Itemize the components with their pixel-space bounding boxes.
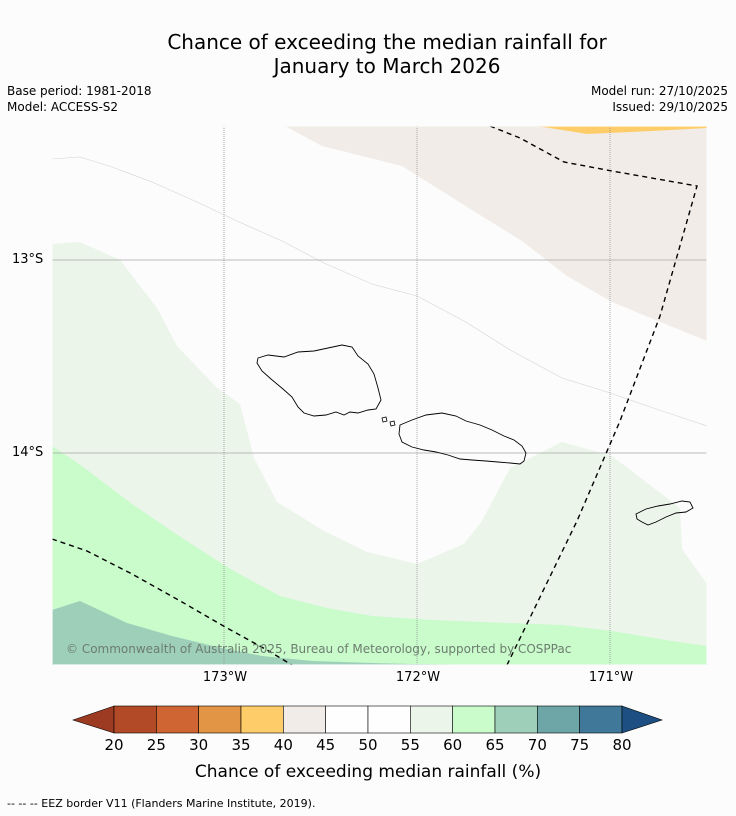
- lon-label-173w: 173°W: [202, 670, 248, 685]
- colorbar-tick-70: 70: [527, 736, 547, 754]
- lat-label-13s: 13°S: [12, 252, 44, 267]
- island-upolu: [398, 412, 527, 465]
- zone-65-70: [52, 601, 457, 665]
- colorbar-cell-35-40: [240, 705, 284, 734]
- colorbar-tick-65: 65: [485, 736, 505, 754]
- colorbar-under-triangle: [72, 705, 115, 734]
- zone-40-45: [285, 126, 707, 341]
- map-frame: [52, 126, 707, 665]
- colorbar-cell-60-65: [452, 705, 496, 734]
- colorbar-tick-25: 25: [146, 736, 166, 754]
- colorbar-tick-45: 45: [316, 736, 336, 754]
- colorbar-cell-20-25: [113, 705, 157, 734]
- colorbar-tick-40: 40: [273, 736, 293, 754]
- colorbar-over-triangle: [621, 705, 663, 734]
- eez-footnote: -- -- -- EEZ border V11 (Flanders Marine…: [7, 797, 316, 810]
- colorbar-tick-55: 55: [400, 736, 420, 754]
- title-line-1: Chance of exceeding the median rainfall …: [167, 30, 607, 54]
- colorbar-cell-50-55: [367, 705, 411, 734]
- colorbar-cell-30-35: [198, 705, 242, 734]
- zone-60-65: [52, 446, 707, 665]
- colorbar-tick-35: 35: [231, 736, 251, 754]
- colorbar-tick-20: 20: [104, 736, 124, 754]
- lat-label-14s: 14°S: [12, 445, 44, 460]
- colorbar-cell-65-70: [494, 705, 538, 734]
- base-period-text: Base period: 1981-2018: [7, 84, 152, 98]
- meta-left: Base period: 1981-2018 Model: ACCESS-S2: [7, 83, 152, 115]
- zone-55-60: [52, 242, 707, 665]
- map-panel: [52, 126, 707, 665]
- copyright-text: © Commonwealth of Australia 2025, Bureau…: [66, 642, 572, 656]
- colorbar-tick-75: 75: [570, 736, 590, 754]
- colorbar-cell-70-75: [537, 705, 580, 734]
- colorbar-tick-30: 30: [189, 736, 209, 754]
- meta-right: Model run: 27/10/2025 Issued: 29/10/2025: [591, 83, 728, 115]
- colorbar: [72, 705, 663, 734]
- model-run-text: Model run: 27/10/2025: [590, 84, 728, 98]
- island-apolima: [381, 416, 388, 423]
- colorbar-cell-25-30: [156, 705, 199, 734]
- eez-border-southwest: [52, 538, 293, 665]
- lon-label-172w: 172°W: [395, 670, 441, 685]
- lon-label-171w: 171°W: [588, 670, 634, 685]
- colorbar-cell-45-50: [325, 705, 369, 734]
- issued-text: Issued: 29/10/2025: [612, 100, 728, 114]
- island-savaii: [256, 344, 382, 417]
- model-text: Model: ACCESS-S2: [7, 100, 119, 114]
- colorbar-cell-40-45: [283, 705, 326, 734]
- island-manono: [389, 420, 396, 427]
- island-tutuila: [635, 500, 694, 526]
- colorbar-tick-80: 80: [612, 736, 632, 754]
- colorbar-cell-55-60: [410, 705, 453, 734]
- title-line-2: January to March 2026: [273, 54, 501, 78]
- contour-45-50: [52, 156, 707, 427]
- map-title: Chance of exceeding the median rainfall …: [0, 30, 736, 78]
- colorbar-cell-75-80: [579, 705, 623, 734]
- zone-35-40: [537, 126, 707, 134]
- colorbar-title: Chance of exceeding median rainfall (%): [194, 762, 542, 782]
- colorbar-tick-50: 50: [358, 736, 378, 754]
- colorbar-tick-60: 60: [443, 736, 463, 754]
- eez-border-east: [489, 126, 698, 665]
